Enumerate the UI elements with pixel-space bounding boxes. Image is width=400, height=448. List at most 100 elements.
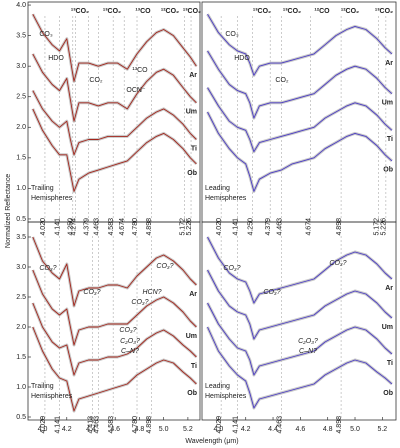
reference-label: 4.780: [132, 218, 139, 236]
band-header: ¹³CO₂: [375, 8, 393, 15]
reference-label: 4.674: [305, 218, 312, 236]
reference-label: 4.141: [54, 416, 61, 434]
panel-title: Hemispheres: [205, 195, 247, 202]
band-annotation: CO₃?: [131, 299, 148, 306]
band-annotation: OCN⁻: [126, 87, 146, 94]
y-tick-label: 3.0: [16, 264, 26, 271]
reference-label: 4.674: [119, 218, 126, 236]
band-annotation: CO₃?: [39, 265, 56, 272]
band-annotation: CO₃?: [263, 289, 280, 296]
reference-label: 4.020: [216, 416, 223, 434]
spectrum-line: [207, 269, 393, 340]
reference-label: 4.463: [93, 416, 100, 434]
spectrum-line: [207, 87, 393, 153]
band-header: ¹³CO₂: [71, 8, 89, 15]
reference-label: 5.226: [381, 218, 388, 236]
spectrum-line: [32, 302, 197, 376]
series-label: Um: [382, 100, 393, 107]
y-tick-label: 0.5: [16, 414, 26, 421]
y-tick-label: 1.0: [16, 185, 26, 192]
x-tick-label: 4.4: [268, 426, 278, 433]
reference-label: 4.463: [276, 416, 283, 434]
reference-label: 4.020: [40, 416, 47, 434]
panel-title: Trailing: [31, 383, 54, 390]
series-label: Ar: [385, 60, 393, 67]
band-header: ¹³CO₂: [103, 8, 121, 15]
spectrum-line: [207, 302, 393, 376]
series-label: Um: [382, 324, 393, 331]
panel-frame: [201, 221, 397, 421]
reference-label: 4.141: [54, 218, 61, 236]
series-label: Um: [186, 333, 197, 340]
y-tick-label: 3.5: [16, 234, 26, 241]
panel-title: Trailing: [31, 185, 54, 192]
x-tick-label: 4.0: [38, 426, 48, 433]
y-tick-label: 2.5: [16, 94, 26, 101]
y-tick-label: 1.0: [16, 384, 26, 391]
error-band: [206, 13, 393, 77]
error-band: [31, 13, 198, 83]
y-tick-label: 1.5: [16, 155, 26, 162]
band-annotation: CO₂: [275, 77, 289, 84]
spectrum-line: [207, 13, 393, 76]
error-band: [31, 108, 198, 193]
panel-title: Leading: [205, 383, 230, 390]
reference-label: 4.020: [216, 218, 223, 236]
band-annotation: CO₂: [89, 77, 103, 84]
reference-label: 5.172: [179, 218, 186, 236]
reference-label: 4.274: [71, 218, 78, 236]
spectrum-line: [32, 269, 197, 346]
reference-label: 4.379: [83, 218, 90, 236]
reference-label: 4.583: [108, 218, 115, 236]
x-tick-label: 4.2: [241, 426, 251, 433]
band-annotation: C₂O₃?: [298, 338, 318, 345]
reference-label: 4.141: [233, 416, 240, 434]
band-annotation: CO₃: [225, 31, 239, 38]
band-annotation: CO₃?: [223, 265, 240, 272]
x-tick-label: 4.8: [135, 426, 145, 433]
band-annotation: CO₃: [39, 31, 53, 38]
band-annotation: CO₃?: [119, 327, 136, 334]
reference-label: 4.250: [68, 218, 75, 236]
series-label: Ti: [387, 360, 393, 367]
y-tick-label: 2.5: [16, 294, 26, 301]
spectrum-line: [207, 326, 393, 409]
x-tick-label: 4.4: [86, 426, 96, 433]
reference-label: 4.141: [233, 218, 240, 236]
spectrum-line: [207, 50, 393, 119]
x-tick-label: 5.2: [183, 426, 193, 433]
reference-label: 5.226: [186, 218, 193, 236]
band-annotation: C–N?: [299, 348, 317, 355]
series-label: Ti: [191, 145, 197, 152]
spectrum-line: [207, 111, 393, 192]
series-label: Ob: [187, 390, 197, 397]
y-tick-label: 1.5: [16, 354, 26, 361]
y-tick-label: 3.0: [16, 63, 26, 70]
band-header: ¹³CO₂: [283, 8, 301, 15]
spectrum-line: [32, 326, 197, 412]
reference-label: 4.898: [336, 416, 343, 434]
spectrum-line: [32, 90, 197, 156]
band-header: ¹²CO₂: [341, 8, 359, 15]
reference-label: 4.250: [247, 218, 254, 236]
series-label: Ar: [189, 72, 197, 79]
band-header: ¹²CO₂: [161, 8, 179, 15]
panel-title: Hemispheres: [31, 393, 73, 400]
band-header: ¹³CO: [135, 8, 151, 15]
band-header: ¹³CO₂: [253, 8, 271, 15]
panel-title: Leading: [205, 185, 230, 192]
reference-label: 4.463: [93, 218, 100, 236]
reference-label: 4.020: [40, 218, 47, 236]
band-annotation: ¹³CO: [132, 67, 148, 74]
error-band: [31, 89, 198, 157]
series-label: Ob: [383, 390, 393, 397]
x-tick-label: 5.2: [377, 426, 387, 433]
y-tick-label: 4.0: [16, 2, 26, 9]
x-tick-label: 4.2: [62, 426, 72, 433]
reference-label: 4.898: [146, 416, 153, 434]
series-label: Ar: [189, 291, 197, 298]
band-annotation: CO₃?: [156, 263, 173, 270]
x-axis-title: Wavelength (μm): [185, 438, 238, 445]
spectrum-line: [207, 236, 393, 304]
reference-label: 4.413: [87, 416, 94, 434]
